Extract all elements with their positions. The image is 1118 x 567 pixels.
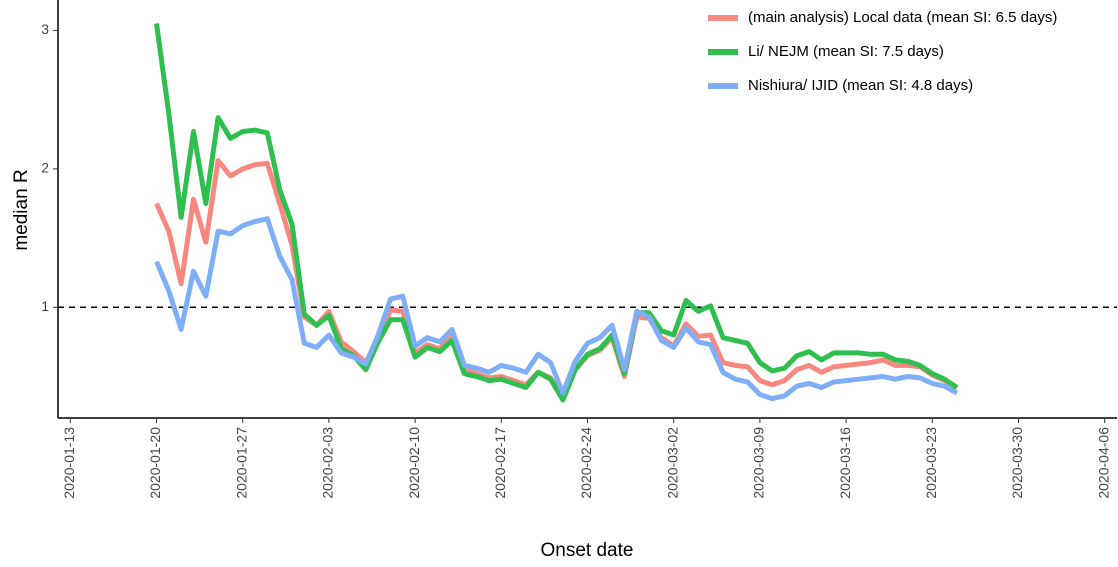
series-line: [154, 158, 959, 402]
x-tick-label: 2020-03-30: [1009, 427, 1025, 499]
x-tick-label: 2020-02-03: [320, 427, 336, 499]
legend-text: (main analysis) Local data (mean SI: 6.5…: [748, 9, 1057, 26]
legend-text: Li/ NEJM (mean SI: 7.5 days): [748, 43, 944, 60]
series-line: [154, 216, 959, 402]
x-tick-label: 2020-03-09: [751, 427, 767, 499]
x-axis-title: Onset date: [541, 540, 634, 561]
x-tick-label: 2020-03-02: [664, 427, 680, 499]
legend-text: Nishiura/ IJID (mean SI: 4.8 days): [748, 77, 973, 94]
y-tick-label: 1: [41, 298, 49, 314]
x-tick-label: 2020-03-23: [923, 427, 939, 499]
y-axis-title: median R: [11, 169, 32, 250]
y-tick-label: 3: [41, 21, 49, 37]
x-tick-label: 2020-03-16: [837, 427, 853, 499]
series-line: [154, 23, 959, 403]
x-tick-label: 2020-02-10: [406, 427, 422, 499]
x-tick-label: 2020-02-24: [578, 427, 594, 499]
x-tick-label: 2020-01-27: [233, 427, 249, 499]
x-tick-label: 2020-01-13: [61, 427, 77, 499]
x-tick-label: 2020-02-17: [492, 427, 508, 499]
x-tick-label: 2020-01-20: [147, 427, 163, 499]
x-tick-label: 2020-04-06: [1095, 427, 1111, 499]
y-tick-label: 2: [41, 160, 49, 176]
